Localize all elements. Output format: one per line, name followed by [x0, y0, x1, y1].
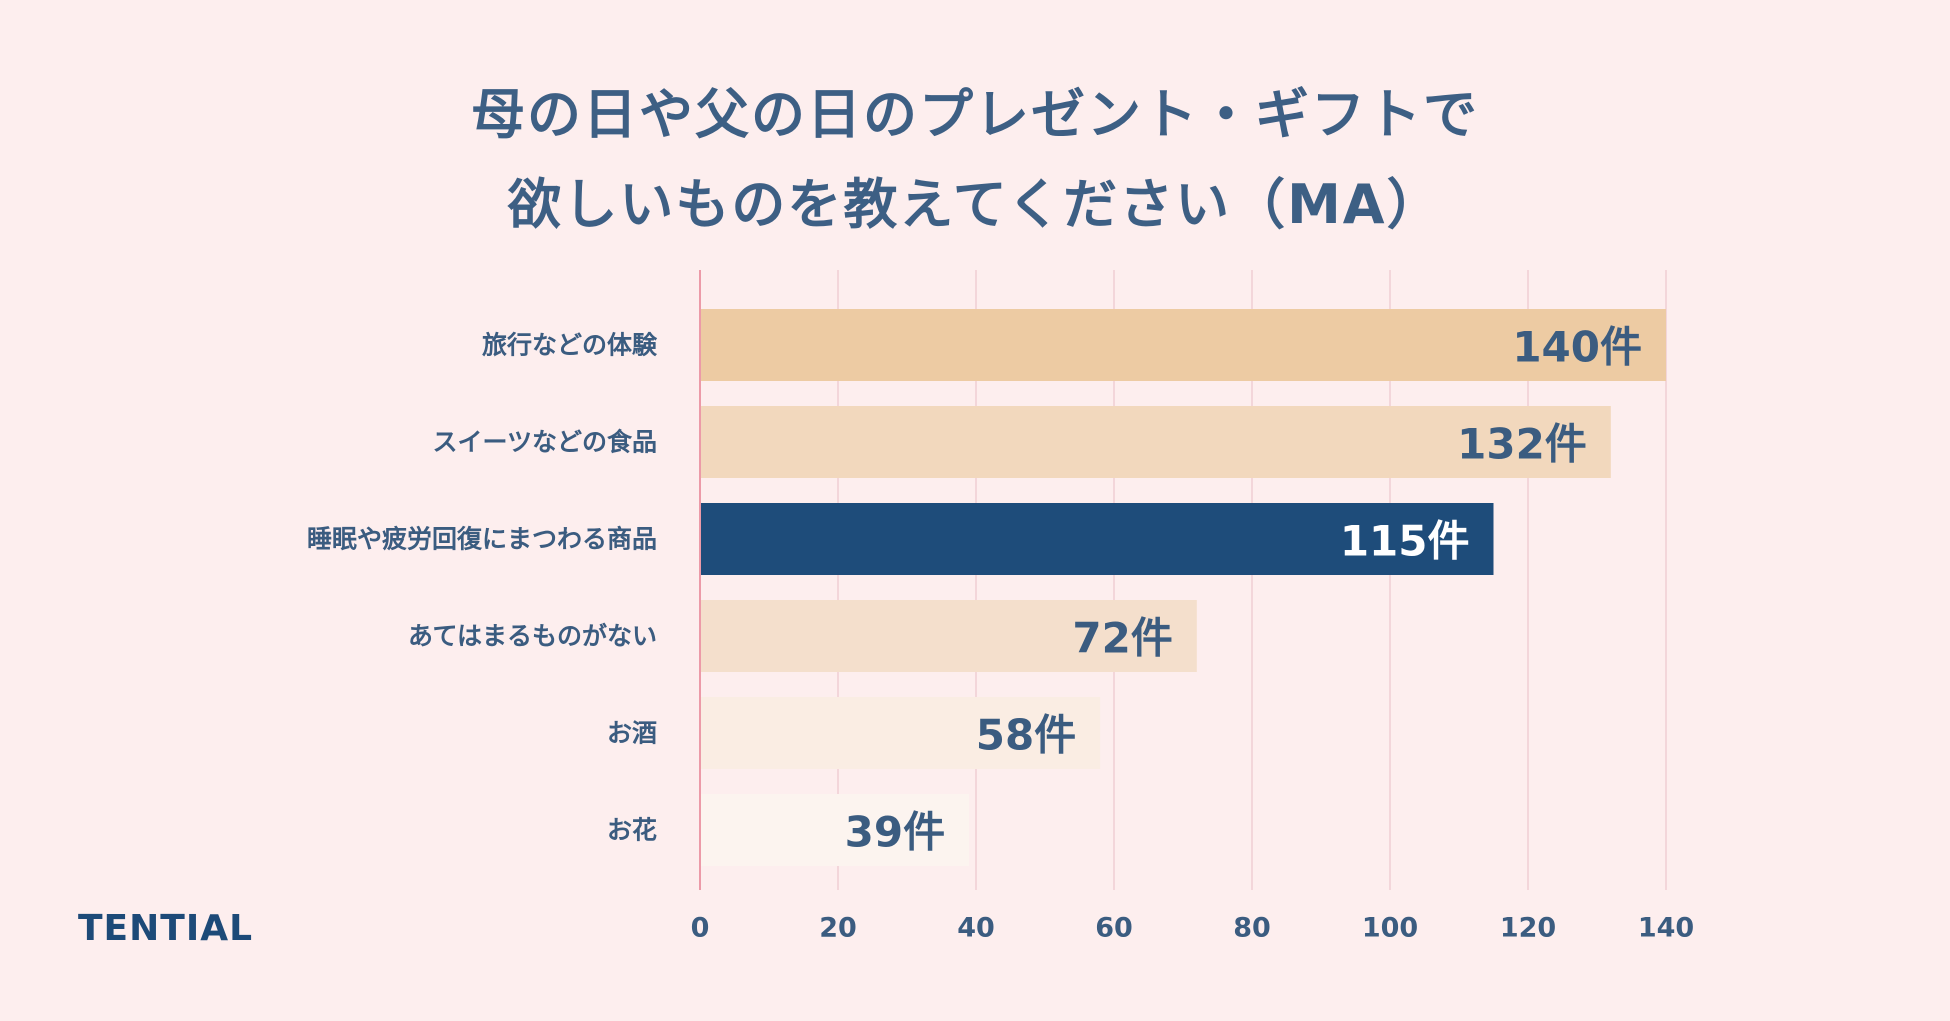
- x-tick-label-140: 140: [1638, 913, 1694, 944]
- value-label-4: 72件: [1072, 614, 1172, 663]
- bar-2: [700, 406, 1611, 478]
- x-tick-label-100: 100: [1362, 913, 1418, 944]
- chart-title-line-2: 欲しいものを教えてください（MA）: [507, 173, 1443, 236]
- category-label-5: お酒: [607, 719, 657, 748]
- chart-title-line-1: 母の日や父の日のプレゼント・ギフトで: [471, 83, 1479, 146]
- category-label-2: スイーツなどの食品: [432, 428, 657, 457]
- brand-logo: TENTIAL: [78, 908, 254, 949]
- value-label-3: 115件: [1340, 517, 1470, 566]
- x-tick-label-60: 60: [1095, 913, 1133, 944]
- value-label-5: 58件: [976, 711, 1076, 760]
- x-tick-label-120: 120: [1500, 913, 1556, 944]
- category-label-6: お花: [607, 816, 657, 845]
- bar-1: [700, 309, 1666, 381]
- chart-title: 母の日や父の日のプレゼント・ギフトで 欲しいものを教えてください（MA）: [0, 70, 1950, 250]
- bar-6: [700, 794, 970, 866]
- x-tick-label-0: 0: [691, 913, 710, 944]
- category-label-1: 旅行などの体験: [482, 331, 658, 360]
- x-tick-label-40: 40: [957, 913, 995, 944]
- category-label-3: 睡眠や疲労回復にまつわる商品: [307, 525, 657, 554]
- x-tick-label-20: 20: [819, 913, 857, 944]
- value-label-2: 132件: [1457, 420, 1587, 469]
- bar-5: [700, 697, 1101, 769]
- value-label-6: 39件: [845, 808, 945, 857]
- x-tick-label-80: 80: [1233, 913, 1271, 944]
- category-label-4: あてはまるものがない: [408, 622, 657, 651]
- bar-3: [700, 503, 1494, 575]
- bar-4: [700, 600, 1197, 672]
- value-label-1: 140件: [1512, 323, 1642, 372]
